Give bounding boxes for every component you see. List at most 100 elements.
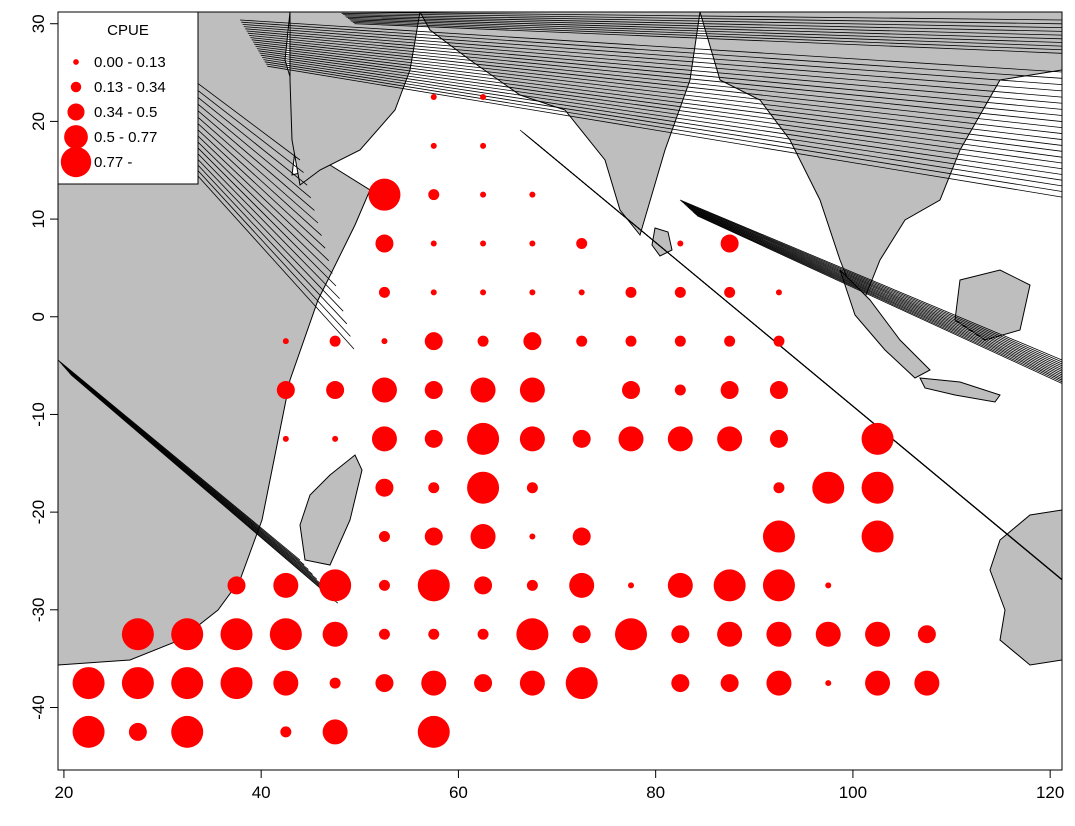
cpue-point bbox=[329, 677, 341, 689]
projection-line bbox=[691, 210, 1062, 378]
cpue-point bbox=[618, 426, 644, 452]
cpue-point bbox=[565, 667, 598, 700]
cpue-point bbox=[171, 715, 204, 748]
projection-line bbox=[251, 39, 1062, 128]
cpue-point bbox=[775, 289, 782, 296]
cpue-point bbox=[717, 621, 743, 647]
projection-line bbox=[258, 50, 1062, 158]
legend-symbol bbox=[60, 146, 92, 178]
cpue-point bbox=[319, 569, 352, 602]
y-tick-label: 0 bbox=[29, 312, 48, 321]
cpue-point bbox=[677, 240, 684, 247]
projection-line bbox=[537, 144, 1062, 580]
cpue-point bbox=[762, 569, 795, 602]
x-tick-label: 40 bbox=[252, 783, 271, 802]
projection-line bbox=[349, 19, 1062, 43]
cpue-point bbox=[516, 618, 549, 651]
projection-line bbox=[682, 202, 1062, 365]
projection-line bbox=[64, 367, 322, 585]
projection-line bbox=[530, 138, 1062, 581]
cpue-point bbox=[766, 670, 792, 696]
arabia-landmass bbox=[289, 12, 421, 186]
cpue-point bbox=[825, 680, 832, 687]
cpue-point bbox=[674, 335, 686, 347]
cpue-point bbox=[467, 422, 500, 455]
projection-line bbox=[255, 46, 1062, 146]
cpue-point bbox=[720, 674, 739, 693]
projection-line bbox=[526, 135, 1062, 581]
projection-line bbox=[252, 41, 1062, 134]
cpue-point bbox=[671, 674, 690, 693]
projection-line bbox=[685, 204, 1062, 369]
cpue-point bbox=[865, 670, 891, 696]
projection-line bbox=[532, 140, 1062, 581]
cpue-point bbox=[280, 726, 292, 738]
cpue-point bbox=[572, 625, 591, 644]
projection-line bbox=[686, 205, 1062, 370]
legend-symbol bbox=[64, 125, 88, 149]
cpue-point bbox=[713, 569, 746, 602]
cpue-point bbox=[470, 377, 496, 403]
cpue-point bbox=[282, 338, 289, 345]
australia-landmass bbox=[989, 509, 1062, 666]
cpue-point bbox=[529, 289, 536, 296]
cpue-point bbox=[572, 527, 591, 546]
cpue-point bbox=[480, 93, 487, 100]
cpue-point bbox=[417, 715, 450, 748]
x-tick-label: 100 bbox=[839, 783, 867, 802]
legend-label: 0.77 - bbox=[94, 154, 132, 171]
y-tick-label: -10 bbox=[29, 402, 48, 427]
cpue-point bbox=[421, 670, 447, 696]
cpue-point bbox=[667, 426, 693, 452]
cpue-point bbox=[121, 667, 154, 700]
projection-line bbox=[61, 364, 313, 575]
cpue-point bbox=[371, 426, 397, 452]
cpue-point bbox=[529, 240, 536, 247]
cpue-points bbox=[72, 93, 940, 748]
x-tick-label: 80 bbox=[646, 783, 665, 802]
y-tick-label: 30 bbox=[29, 14, 48, 33]
cpue-point bbox=[417, 569, 450, 602]
projection-line bbox=[256, 48, 1062, 152]
x-axis: 20 40 60 80 100 120 bbox=[54, 769, 1064, 802]
cpue-point bbox=[424, 381, 443, 400]
cpue-point bbox=[480, 191, 487, 198]
projection-line bbox=[339, 12, 1062, 21]
y-tick-label: -20 bbox=[29, 500, 48, 525]
cpue-point bbox=[282, 435, 289, 442]
cpue-point bbox=[861, 422, 894, 455]
projection-line bbox=[68, 372, 334, 599]
cpue-point bbox=[576, 335, 588, 347]
cpue-point bbox=[428, 482, 440, 494]
projection-line bbox=[347, 18, 1062, 40]
y-tick-label: 10 bbox=[29, 210, 48, 229]
cpue-point bbox=[674, 286, 686, 298]
projection-line bbox=[259, 52, 1062, 164]
sumatra-landmass bbox=[839, 269, 931, 379]
cpue-point bbox=[717, 426, 743, 452]
projection-line bbox=[63, 366, 318, 580]
india-landmass bbox=[419, 12, 701, 237]
cpue-point bbox=[72, 715, 105, 748]
projection-line bbox=[59, 361, 305, 566]
cpue-point bbox=[812, 471, 845, 504]
y-axis: -40 -30 -20 -10 0 10 20 30 bbox=[29, 14, 59, 720]
cpue-point bbox=[273, 670, 299, 696]
cpue-point bbox=[773, 335, 785, 347]
cpue-point bbox=[424, 332, 443, 351]
legend: CPUE 0.00 - 0.13 0.13 - 0.34 0.34 - 0.5 0.5… bbox=[57, 11, 199, 185]
cpue-point bbox=[762, 520, 795, 553]
cpue-point bbox=[428, 628, 440, 640]
cpue-point bbox=[769, 381, 788, 400]
projection-line bbox=[352, 22, 1062, 51]
cpue-point bbox=[430, 93, 437, 100]
cpue-point bbox=[171, 667, 204, 700]
cpue-point bbox=[815, 621, 841, 647]
y-tick-label: -30 bbox=[29, 598, 48, 623]
cpue-point bbox=[519, 377, 545, 403]
cpue-point bbox=[72, 667, 105, 700]
cpue-point bbox=[430, 289, 437, 296]
x-tick-label: 20 bbox=[54, 783, 73, 802]
cpue-point bbox=[322, 719, 348, 745]
cpue-point bbox=[480, 289, 487, 296]
